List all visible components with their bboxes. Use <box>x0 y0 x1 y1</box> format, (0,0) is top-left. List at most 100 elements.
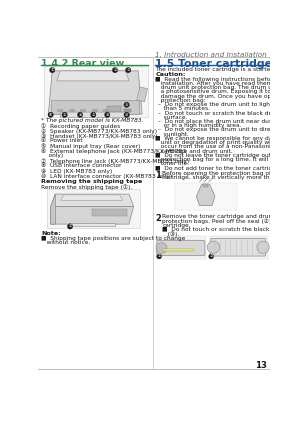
Circle shape <box>112 67 118 73</box>
Text: ■  Read the following instructions before you begin: ■ Read the following instructions before… <box>155 77 300 82</box>
Text: ■  Do not touch or scratch the black drum surface: ■ Do not touch or scratch the black drum… <box>162 227 300 232</box>
Polygon shape <box>51 194 134 206</box>
Text: ③: ③ <box>126 68 130 72</box>
Polygon shape <box>51 194 55 224</box>
Text: toner life.: toner life. <box>155 162 189 166</box>
Text: cartridge and drum unit.: cartridge and drum unit. <box>155 149 233 153</box>
Bar <box>163 249 194 251</box>
Text: ⑥  External telephone jack (KX-MB773/KX-MB783: ⑥ External telephone jack (KX-MB773/KX-M… <box>41 148 187 154</box>
Text: damage the drum. Once you have opened the: damage the drum. Once you have opened th… <box>155 94 298 99</box>
Text: ■  Do not add toner to the toner cartridge.: ■ Do not add toner to the toner cartridg… <box>155 166 282 170</box>
Circle shape <box>50 67 55 73</box>
Text: cartridge, shake it vertically more than 5 times.: cartridge, shake it vertically more than… <box>162 175 300 180</box>
Text: Remove the toner cartridge and drum unit from the: Remove the toner cartridge and drum unit… <box>162 214 300 219</box>
Polygon shape <box>196 184 215 206</box>
Text: Note:: Note: <box>41 231 61 236</box>
Text: sunlight.: sunlight. <box>158 132 189 137</box>
Text: a photosensitive drum. Exposing it to light may: a photosensitive drum. Exposing it to li… <box>155 89 300 95</box>
Bar <box>124 109 130 112</box>
Text: ⑨  LED (KX-MB783 only): ⑨ LED (KX-MB783 only) <box>41 168 113 174</box>
Text: installation. After you have read them, open the: installation. After you have read them, … <box>155 81 300 86</box>
Text: drum unit protection bag. The drum unit contains: drum unit protection bag. The drum unit … <box>155 85 300 90</box>
Text: The included toner cartridge is a starter toner cartridge.: The included toner cartridge is a starte… <box>155 67 300 72</box>
Bar <box>80 109 86 112</box>
Bar <box>210 236 268 259</box>
Text: ⑩  LAN interface connector (KX-MB783 only): ⑩ LAN interface connector (KX-MB783 only… <box>41 173 172 179</box>
Text: ■  We cannot be responsible for any damage to the: ■ We cannot be responsible for any damag… <box>155 136 300 141</box>
Text: Remove the shipping tape (①).: Remove the shipping tape (①). <box>41 184 133 190</box>
Text: ②: ② <box>158 254 161 259</box>
Bar <box>47 190 140 228</box>
Polygon shape <box>57 71 129 81</box>
Text: ■  Do not leave the toner cartridge out of the: ■ Do not leave the toner cartridge out o… <box>155 153 290 158</box>
Polygon shape <box>61 195 123 200</box>
Text: 2: 2 <box>155 214 161 223</box>
Text: surface.: surface. <box>158 115 188 120</box>
Text: unit or degradation of print quality which may: unit or degradation of print quality whi… <box>155 140 296 145</box>
Text: ③  Handset (KX-MB773/KX-MB783 only): ③ Handset (KX-MB773/KX-MB783 only) <box>41 133 158 139</box>
Text: 1: 1 <box>155 171 161 180</box>
Circle shape <box>257 241 269 254</box>
Circle shape <box>156 243 167 254</box>
Circle shape <box>91 112 96 117</box>
Bar <box>156 236 206 259</box>
Text: 1.4.2 Rear view: 1.4.2 Rear view <box>41 59 124 68</box>
Polygon shape <box>68 223 115 226</box>
Text: ⑤: ⑤ <box>63 113 66 117</box>
FancyBboxPatch shape <box>211 238 266 256</box>
Text: than 5 minutes.: than 5 minutes. <box>158 106 210 112</box>
Bar <box>103 109 109 112</box>
Text: 1. Introduction and Installation: 1. Introduction and Installation <box>155 53 267 59</box>
Circle shape <box>208 254 214 259</box>
Bar <box>92 109 98 112</box>
Bar <box>107 106 121 112</box>
Text: cartridge.: cartridge. <box>162 223 191 228</box>
Circle shape <box>125 67 131 73</box>
Text: ⑦  Telephone line jack (KX-MB773/KX-MB783 only): ⑦ Telephone line jack (KX-MB773/KX-MB783… <box>41 158 190 164</box>
Text: protection bag for a long time. It will decrease the: protection bag for a long time. It will … <box>155 157 300 162</box>
Text: ②  Speaker (KX-MB773/KX-MB783 only): ② Speaker (KX-MB773/KX-MB783 only) <box>41 128 158 134</box>
Circle shape <box>157 254 162 259</box>
Bar <box>68 109 75 112</box>
Polygon shape <box>48 71 142 114</box>
Text: Removing the shipping tape: Removing the shipping tape <box>41 179 142 184</box>
Text: only): only) <box>41 153 64 158</box>
Text: 13: 13 <box>255 361 267 371</box>
Circle shape <box>48 112 53 117</box>
Text: or in a high humidity area.: or in a high humidity area. <box>158 123 242 128</box>
Circle shape <box>77 112 83 117</box>
Text: Before opening the protection bag of the new toner: Before opening the protection bag of the… <box>162 171 300 176</box>
Text: ⑧: ⑧ <box>106 113 109 117</box>
Text: ⑨: ⑨ <box>125 103 128 107</box>
Text: Caution:: Caution: <box>155 72 186 77</box>
Text: protection bag:: protection bag: <box>155 98 206 103</box>
Text: ⑥: ⑥ <box>78 113 82 117</box>
Text: protection bags. Peel off the seal (②) from the toner: protection bags. Peel off the seal (②) f… <box>162 218 300 224</box>
Polygon shape <box>51 206 134 224</box>
Circle shape <box>67 224 73 229</box>
Circle shape <box>124 112 129 117</box>
Circle shape <box>207 241 220 254</box>
Bar <box>203 184 208 187</box>
Text: ①: ① <box>68 224 72 229</box>
Bar <box>92 209 127 216</box>
Circle shape <box>124 102 129 107</box>
Text: * The pictured model is KX-MB783.: * The pictured model is KX-MB783. <box>41 118 144 123</box>
Text: ③: ③ <box>209 254 213 259</box>
Bar <box>57 109 63 112</box>
Text: –  Do not place the drum unit near dust or dirt,: – Do not place the drum unit near dust o… <box>158 119 296 124</box>
Circle shape <box>62 112 67 117</box>
FancyBboxPatch shape <box>60 112 129 117</box>
Text: ⑧  USB interface connector: ⑧ USB interface connector <box>41 163 122 168</box>
FancyBboxPatch shape <box>157 240 205 256</box>
Text: ⑤  Manual input tray (Rear cover): ⑤ Manual input tray (Rear cover) <box>41 143 141 149</box>
Text: –  Do not expose the drum unit to light for more: – Do not expose the drum unit to light f… <box>158 102 300 107</box>
Text: ④  Power inlet: ④ Power inlet <box>41 138 83 143</box>
Text: ①: ① <box>50 68 54 72</box>
Circle shape <box>104 112 110 117</box>
Text: –  Do not touch or scratch the black drum: – Do not touch or scratch the black drum <box>158 111 281 116</box>
Text: (③).: (③). <box>162 231 180 237</box>
Text: ■  Shipping tape positions are subject to change: ■ Shipping tape positions are subject to… <box>41 236 186 241</box>
Bar <box>44 66 148 117</box>
Text: ②: ② <box>113 68 117 72</box>
